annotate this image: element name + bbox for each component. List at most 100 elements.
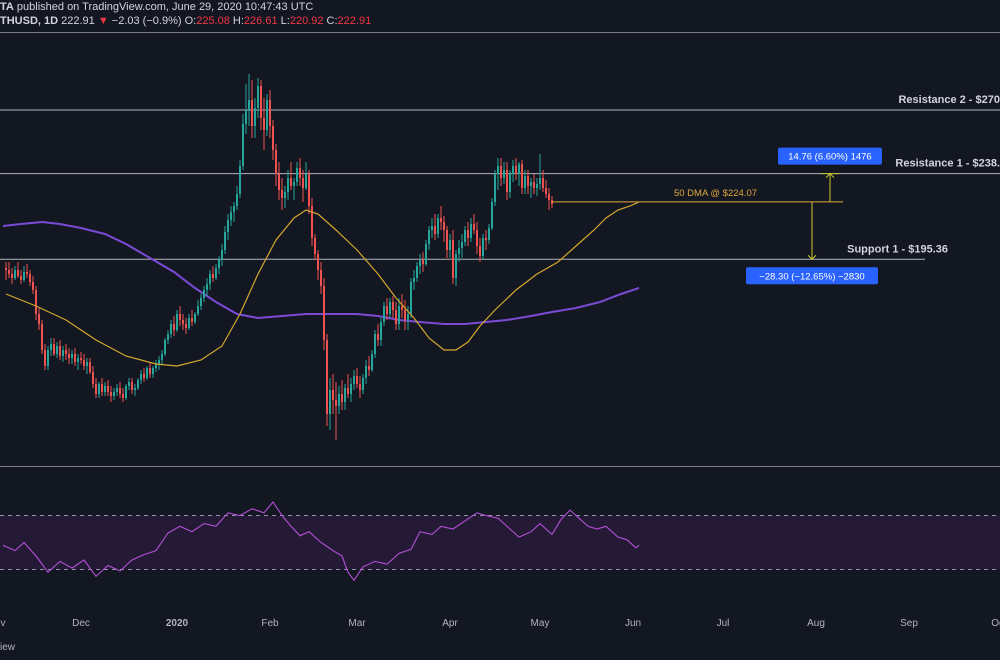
- candle-body: [410, 282, 412, 314]
- candle-body: [458, 248, 460, 254]
- candle-body: [431, 226, 433, 230]
- candle: [167, 330, 169, 344]
- candle-body: [434, 226, 436, 234]
- candle-body: [473, 224, 475, 230]
- measure-down-arrow: [807, 254, 817, 260]
- candle: [296, 162, 298, 186]
- candle: [248, 74, 250, 126]
- candle-body: [491, 202, 493, 228]
- candle: [23, 266, 25, 282]
- candle-body: [227, 220, 229, 232]
- candle-body: [74, 354, 76, 362]
- candle-body: [470, 224, 472, 238]
- candle-body: [281, 190, 283, 198]
- measure-up-box[interactable]: [778, 147, 882, 165]
- candle: [14, 266, 16, 280]
- time-axis[interactable]: vDec2020FebMarAprMayJunJulAugSepOctNov: [1, 618, 1000, 629]
- candle-body: [68, 354, 70, 358]
- candle-body: [353, 376, 355, 384]
- level-label-1: Resistance 2 - $270: [898, 94, 1000, 106]
- candle: [341, 380, 343, 410]
- candle: [287, 170, 289, 200]
- candle: [11, 268, 13, 284]
- candle-body: [242, 124, 244, 166]
- candle-body: [254, 108, 256, 126]
- candle-body: [161, 354, 163, 360]
- candle: [521, 160, 523, 194]
- candle-body: [131, 382, 133, 390]
- ma50-layer: [5, 201, 640, 367]
- candle-body: [80, 358, 82, 360]
- candle: [437, 214, 439, 238]
- symbol-label[interactable]: THUSD, 1D: [0, 15, 59, 27]
- candle-body: [479, 246, 481, 256]
- candle-body: [155, 364, 157, 368]
- candle-body: [449, 240, 451, 250]
- candle: [170, 320, 172, 338]
- candle: [173, 316, 175, 336]
- candle: [227, 214, 229, 240]
- candle: [71, 350, 73, 364]
- candle: [218, 256, 220, 274]
- candle-body: [17, 270, 19, 276]
- candle: [425, 240, 427, 266]
- candle-body: [47, 350, 49, 366]
- candle-body: [290, 178, 292, 186]
- candle-body: [419, 260, 421, 266]
- candle: [89, 358, 91, 374]
- candle: [530, 178, 532, 198]
- candle: [179, 306, 181, 326]
- candle-body: [443, 222, 445, 230]
- candle-body: [44, 350, 46, 366]
- candle: [284, 186, 286, 208]
- candle: [92, 366, 94, 388]
- candle-body: [350, 384, 352, 394]
- candle: [380, 318, 382, 346]
- candle-body: [308, 174, 310, 206]
- ma200-line: [2, 220, 640, 325]
- candle-body: [341, 394, 343, 402]
- candles[interactable]: [5, 74, 553, 440]
- candle: [359, 376, 361, 398]
- candle-body: [509, 174, 511, 192]
- candle: [191, 310, 193, 326]
- candle: [134, 384, 136, 396]
- open-label: O:: [184, 15, 197, 27]
- candle-body: [503, 170, 505, 178]
- x-tick-label: Apr: [442, 618, 458, 629]
- price-chart[interactable]: Resistance 2 - $270 Resistance 1 - $238. S…: [0, 0, 1000, 640]
- x-tick-label: Mar: [348, 618, 366, 629]
- candle-body: [446, 230, 448, 250]
- candle: [344, 384, 346, 410]
- candle: [335, 382, 337, 440]
- candle: [434, 214, 436, 240]
- x-tick-label: Aug: [807, 618, 825, 629]
- candle: [137, 378, 139, 390]
- candle: [5, 262, 7, 280]
- candle-body: [389, 302, 391, 314]
- candle-body: [263, 118, 265, 130]
- candle-body: [284, 192, 286, 198]
- candle: [275, 144, 277, 186]
- candle-body: [20, 276, 22, 280]
- candle-body: [356, 376, 358, 384]
- close-value: 222.91: [337, 15, 372, 27]
- candle: [95, 378, 97, 398]
- candle: [155, 360, 157, 372]
- candle: [305, 162, 307, 190]
- candle: [110, 386, 112, 402]
- candle: [17, 262, 19, 278]
- candle: [371, 350, 373, 372]
- candle-body: [116, 388, 118, 392]
- candle-body: [11, 274, 13, 278]
- candle-body: [59, 346, 61, 356]
- candle: [260, 80, 262, 130]
- measure-down-box[interactable]: [746, 267, 878, 285]
- candle: [206, 278, 208, 296]
- candle: [332, 374, 334, 414]
- x-tick-label: Jul: [717, 618, 730, 629]
- candle: [464, 226, 466, 246]
- candle-body: [5, 268, 7, 270]
- author-name[interactable]: TA: [0, 1, 14, 13]
- candle: [212, 266, 214, 282]
